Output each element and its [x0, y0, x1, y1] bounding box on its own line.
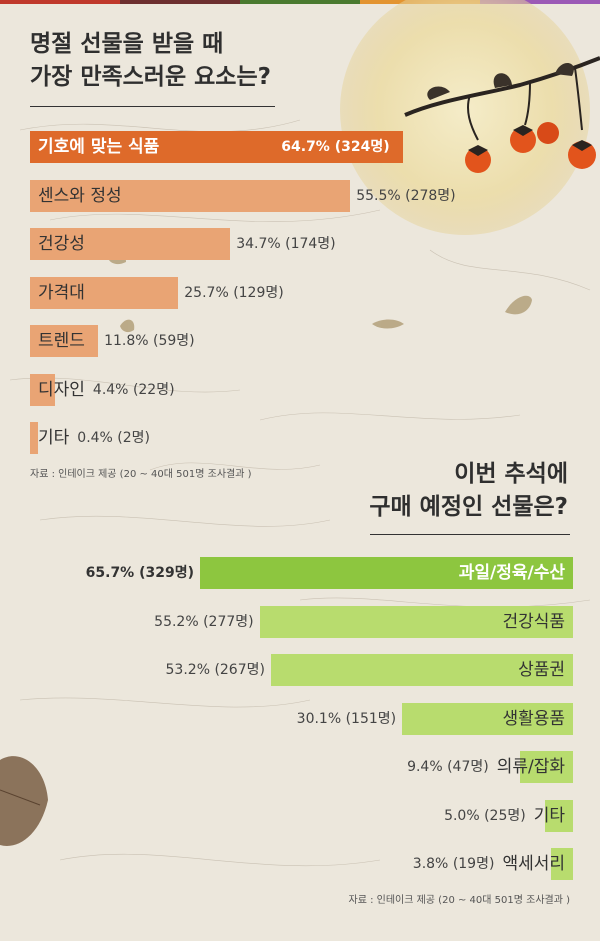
bar-value-label: 30.1% (151명) [296, 710, 397, 727]
bar-category-label: 기호에 맞는 식품 [38, 137, 160, 157]
bar-1 [200, 557, 573, 589]
bar-value-label: 5.0% (25명) [444, 807, 526, 824]
stripe-2 [120, 0, 240, 4]
bottom-source-note: 자료 : 인테이크 제공 (20 ~ 40대 501명 조사결과 ) [348, 895, 571, 906]
top-title-line2: 가장 만족스러운 요소는? [30, 64, 271, 90]
bar-category-label: 트렌드 [38, 331, 85, 351]
top-title-line1: 명절 선물을 받을 때 [30, 31, 224, 57]
bar-value-label: 64.7% (324명) [281, 139, 390, 155]
bar-category-label: 가격대 [38, 282, 85, 303]
bar-4 [402, 702, 573, 735]
bar-6 [544, 799, 573, 832]
top-chart-title: 명절 선물을 받을 때 가장 만족스러운 요소는? [30, 28, 280, 94]
stripe-1 [0, 0, 120, 4]
top-title-underline [30, 106, 275, 107]
bar-value-label: 4.4% (22명) [92, 381, 175, 398]
bar-category-label: 액세서리 [502, 854, 565, 874]
bar-category-label: 디자인 [38, 379, 85, 400]
bar-3 [30, 228, 231, 260]
bottom-title-underline [370, 534, 570, 535]
bar-category-label: 센스와 정성 [38, 185, 122, 206]
bar-category-label: 의류/잡화 [496, 757, 565, 777]
bar-value-label: 9.4% (47명) [407, 759, 489, 775]
bar-value-label: 3.8% (19명) [412, 856, 495, 872]
bar-category-label: 건강성 [38, 234, 85, 254]
bar-category-label: 건강식품 [502, 611, 565, 632]
full-moon-icon [340, 0, 590, 235]
bottom-title-line1: 이번 추석에 [454, 461, 568, 487]
top-source-note: 자료 : 인테이크 제공 (20 ~ 40대 501명 조사결과 ) [30, 469, 252, 480]
bar-category-label: 과일/정육/수산 [458, 563, 565, 583]
bar-value-label: 25.7% (129명) [184, 284, 284, 301]
bar-value-label: 55.2% (277명) [154, 613, 254, 630]
dried-leaf-icon [0, 756, 48, 846]
bar-category-label: 기타 [38, 428, 70, 448]
persimmon-branch-icon [404, 56, 600, 173]
stripe-5 [480, 0, 600, 4]
stripe-3 [240, 0, 360, 4]
bar-5 [30, 325, 99, 357]
bar-category-label: 기타 [533, 805, 565, 826]
bar-category-label: 생활용품 [502, 708, 565, 729]
bar-value-label: 55.5% (278명) [356, 187, 456, 204]
bar-2 [259, 605, 573, 638]
bottom-title-line2: 구매 예정인 선물은? [369, 494, 568, 520]
bar-7 [30, 422, 38, 454]
bar-value-label: 11.8% (59명) [104, 333, 195, 349]
bar-value-label: 53.2% (267명) [165, 662, 265, 678]
bar-value-label: 0.4% (2명) [77, 430, 151, 446]
bottom-chart-title: 이번 추석에 구매 예정인 선물은? [328, 458, 568, 524]
bar-value-label: 34.7% (174명) [236, 236, 336, 252]
bar-5 [519, 751, 573, 783]
bar-3 [270, 654, 573, 686]
bar-value-label: 65.7% (329명) [85, 565, 194, 581]
bar-category-label: 상품권 [518, 660, 565, 680]
bar-2 [30, 179, 351, 212]
bar-6 [30, 373, 56, 406]
bar-1 [30, 131, 404, 163]
bar-4 [30, 276, 179, 309]
bar-7 [551, 848, 573, 880]
